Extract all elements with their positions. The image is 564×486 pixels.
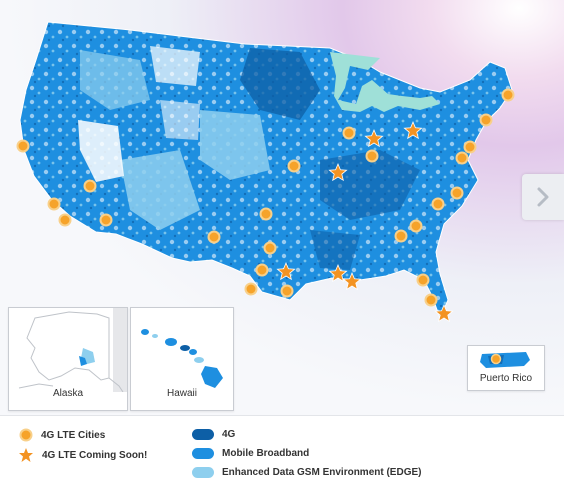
lte-coming-soon-marker <box>328 263 348 283</box>
lte-coming-soon-marker <box>364 128 384 148</box>
lte-city-marker <box>463 140 477 154</box>
edge-swatch <box>192 467 214 478</box>
lte-city-marker <box>99 213 113 227</box>
lte-coming-soon-marker <box>276 261 296 281</box>
lte-coming-soon-marker <box>403 120 423 140</box>
legend-lte-cities-label: 4G LTE Cities <box>41 429 106 441</box>
4g-belt-south <box>310 230 360 270</box>
lte-city-marker <box>394 229 408 243</box>
legend-mobile-broadband: Mobile Broadband <box>192 448 309 459</box>
mobile-broadband-swatch <box>192 448 214 459</box>
lte-city-marker <box>83 179 97 193</box>
gap-montana <box>150 46 200 86</box>
gap-nevada <box>78 120 124 182</box>
lte-city-marker <box>259 207 273 221</box>
legend-4g: 4G <box>192 429 235 440</box>
inset-puerto-rico[interactable]: Puerto Rico <box>467 345 545 391</box>
legend-edge: Enhanced Data GSM Environment (EDGE) <box>192 467 421 478</box>
star-icon <box>19 448 33 462</box>
legend-mobile-broadband-label: Mobile Broadband <box>222 448 310 459</box>
lte-city-marker <box>479 113 493 127</box>
lte-city-marker <box>455 151 469 165</box>
map-legend: 4G LTE Cities 4G LTE Coming Soon! 4G Mob… <box>0 415 564 486</box>
puerto-rico-shape <box>480 352 530 368</box>
lte-city-marker <box>263 241 277 255</box>
lte-city-icon <box>19 428 33 442</box>
edge-region-plains <box>200 110 270 180</box>
us-coverage-map <box>16 21 515 323</box>
edge-region-west <box>120 150 200 230</box>
chevron-right-icon <box>537 187 549 207</box>
inset-hawaii-label: Hawaii <box>166 388 197 399</box>
legend-lte-coming-soon-label: 4G LTE Coming Soon! <box>42 449 148 461</box>
legend-4g-label: 4G <box>222 429 236 440</box>
lte-city-marker <box>16 139 30 153</box>
lte-coming-soon-marker <box>434 303 454 323</box>
hawaii-shape <box>141 329 223 388</box>
legend-edge-label: Enhanced Data GSM Environment (EDGE) <box>222 467 422 478</box>
lte-city-marker <box>244 282 258 296</box>
inset-hawaii[interactable]: Hawaii <box>130 307 234 411</box>
lte-city-marker <box>255 263 269 277</box>
inset-alaska[interactable]: Alaska <box>8 307 128 411</box>
lte-city-marker <box>47 197 61 211</box>
4g-belt-north <box>240 48 320 120</box>
lte-city-marker <box>409 219 423 233</box>
lte-city-marker <box>416 273 430 287</box>
inset-puerto-rico-label: Puerto Rico <box>479 373 533 384</box>
lte-city-marker <box>490 353 502 365</box>
edge-region-north <box>80 50 150 110</box>
great-lakes <box>330 52 440 112</box>
lte-coming-soon-marker <box>342 271 362 291</box>
alaska-shape <box>18 308 127 393</box>
lte-city-marker <box>280 284 294 298</box>
lte-city-marker <box>342 126 356 140</box>
legend-lte-cities: 4G LTE Cities <box>19 428 105 442</box>
lte-city-marker <box>58 213 72 227</box>
4g-swatch <box>192 429 214 440</box>
lte-city-marker <box>365 149 379 163</box>
lte-city-marker <box>450 186 464 200</box>
gap-wyoming <box>160 100 200 140</box>
coverage-map: Alaska Hawaii Puerto Rico <box>0 0 564 415</box>
4g-belt-east <box>320 150 420 220</box>
lte-city-marker <box>207 230 221 244</box>
lte-city-marker <box>287 159 301 173</box>
legend-lte-coming-soon: 4G LTE Coming Soon! <box>18 447 147 463</box>
lte-city-marker <box>431 197 445 211</box>
inset-alaska-label: Alaska <box>52 388 83 399</box>
lte-coming-soon-marker <box>328 162 348 182</box>
next-map-button[interactable] <box>522 174 564 220</box>
lte-city-marker <box>424 293 438 307</box>
lte-city-marker <box>501 88 515 102</box>
